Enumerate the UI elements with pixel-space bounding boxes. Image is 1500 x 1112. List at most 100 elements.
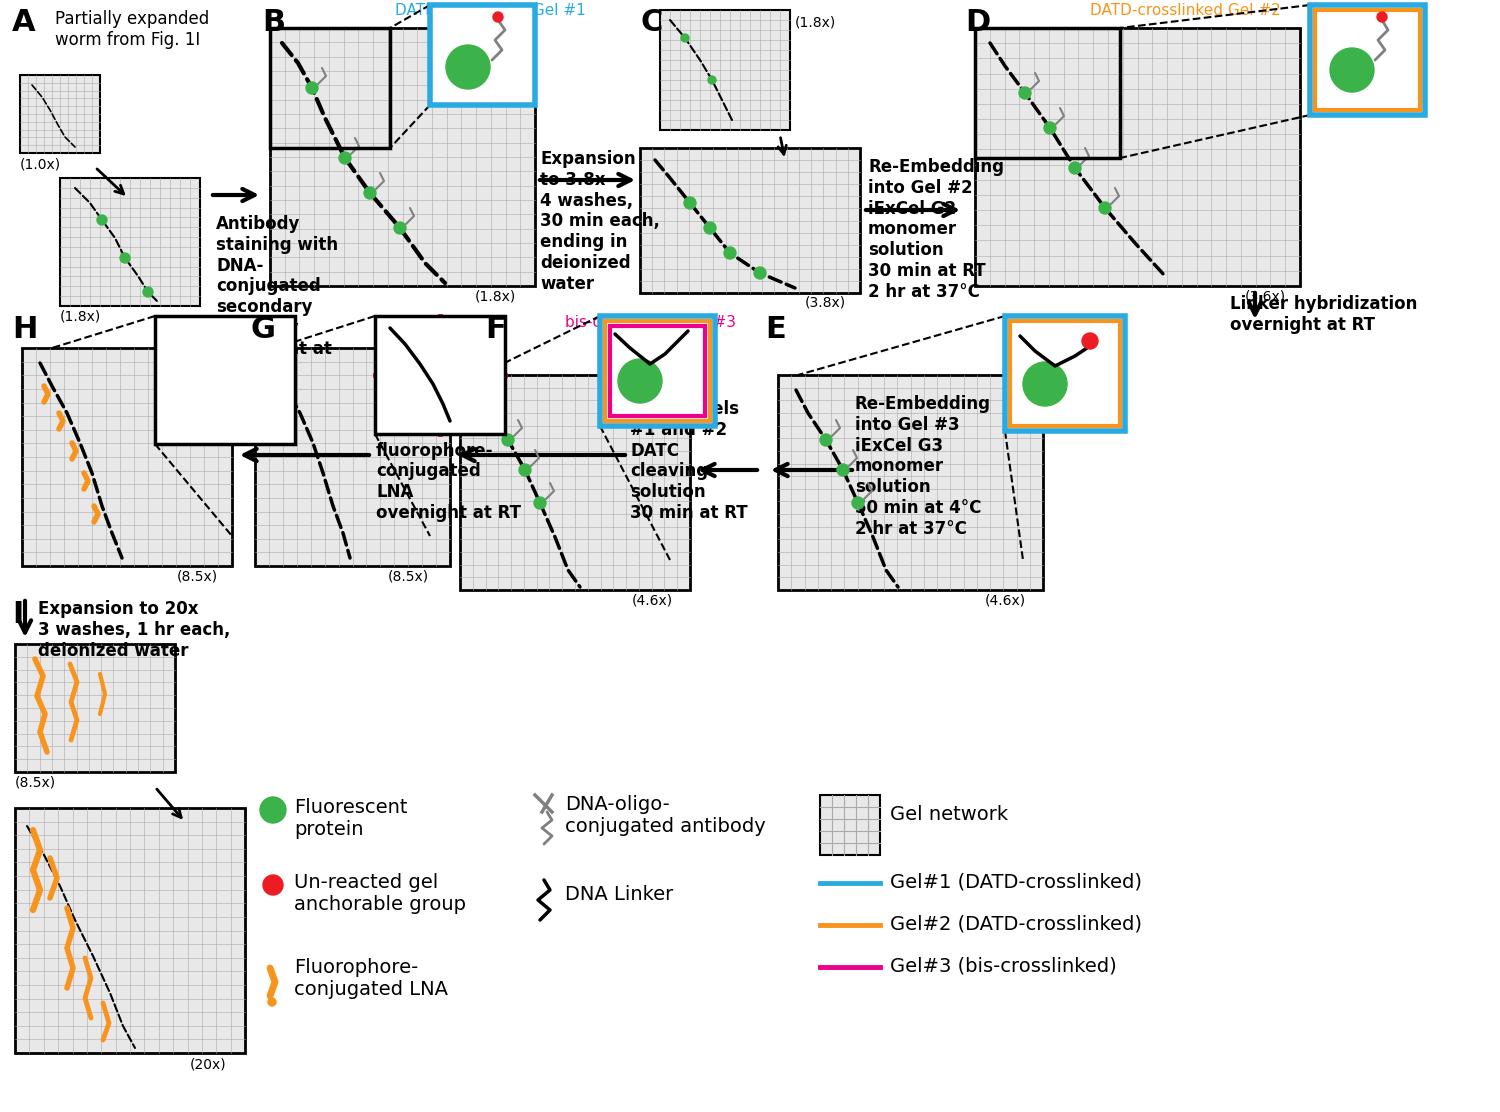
Text: (1.0x): (1.0x) xyxy=(20,157,62,171)
Bar xyxy=(15,644,176,772)
Text: (3.6x): (3.6x) xyxy=(1245,289,1286,302)
Text: (1.8x): (1.8x) xyxy=(476,289,516,302)
Bar xyxy=(1316,10,1420,110)
Bar xyxy=(821,795,880,855)
Text: B: B xyxy=(262,8,285,37)
Circle shape xyxy=(260,797,286,823)
Text: Fluorescent
protein: Fluorescent protein xyxy=(294,798,408,838)
Circle shape xyxy=(1377,12,1388,22)
Text: bis-crosslinked Gel #3: bis-crosslinked Gel #3 xyxy=(566,315,736,330)
Text: Expansion to 20x
3 washes, 1 hr each,
deionized water: Expansion to 20x 3 washes, 1 hr each, de… xyxy=(38,600,231,659)
Circle shape xyxy=(754,267,766,279)
Text: Cleave Gels
#1 and #2
DATC
cleaving
solution
30 min at RT: Cleave Gels #1 and #2 DATC cleaving solu… xyxy=(630,400,747,522)
Text: Gel#1 (DATD-crosslinked): Gel#1 (DATD-crosslinked) xyxy=(890,873,1142,892)
Circle shape xyxy=(394,222,406,234)
Text: Gel#3 (bis-crosslinked): Gel#3 (bis-crosslinked) xyxy=(890,957,1116,976)
Bar xyxy=(154,316,296,444)
Circle shape xyxy=(618,359,662,403)
Circle shape xyxy=(1100,202,1112,214)
Text: Antibody
staining with
DNA-
conjugated
secondary
antibody
overnight at
4°C: Antibody staining with DNA- conjugated s… xyxy=(216,215,338,378)
Text: C: C xyxy=(640,8,663,37)
Circle shape xyxy=(1070,162,1082,173)
Bar xyxy=(600,316,716,426)
Circle shape xyxy=(98,215,106,225)
Bar xyxy=(60,178,200,306)
Bar xyxy=(20,75,101,153)
Text: Gel#2 (DATD-crosslinked): Gel#2 (DATD-crosslinked) xyxy=(890,915,1142,934)
Bar xyxy=(604,321,709,421)
Text: DNA Linker: DNA Linker xyxy=(566,885,674,904)
Circle shape xyxy=(821,434,833,446)
Bar xyxy=(430,4,536,105)
Text: G: G xyxy=(251,315,274,344)
Text: (3.8x): (3.8x) xyxy=(806,296,846,310)
Circle shape xyxy=(519,464,531,476)
Text: F: F xyxy=(484,315,506,344)
Circle shape xyxy=(1019,87,1031,99)
Circle shape xyxy=(704,222,716,234)
Text: (4.6x): (4.6x) xyxy=(632,594,674,608)
Circle shape xyxy=(494,12,502,22)
Circle shape xyxy=(446,44,491,89)
Text: Gel network: Gel network xyxy=(890,805,1008,824)
Circle shape xyxy=(364,187,376,199)
Circle shape xyxy=(708,76,716,85)
Circle shape xyxy=(1044,122,1056,135)
Bar xyxy=(375,316,506,434)
Bar xyxy=(975,28,1300,286)
Text: (8.5x): (8.5x) xyxy=(388,570,429,584)
Text: DNA-oligo-
conjugated antibody: DNA-oligo- conjugated antibody xyxy=(566,795,765,836)
Text: I: I xyxy=(12,600,24,629)
Bar xyxy=(270,28,536,286)
Circle shape xyxy=(681,34,688,42)
Bar xyxy=(640,148,860,292)
Circle shape xyxy=(503,434,515,446)
Bar xyxy=(1010,321,1120,426)
Circle shape xyxy=(142,287,153,297)
Text: Partially expanded
worm from Fig. 1I: Partially expanded worm from Fig. 1I xyxy=(56,10,208,49)
Text: Expansion
to 3.8x
4 washes,
30 min each,
ending in
deionized
water: Expansion to 3.8x 4 washes, 30 min each,… xyxy=(540,150,660,292)
Text: (1.8x): (1.8x) xyxy=(795,14,837,29)
Circle shape xyxy=(1023,363,1066,406)
Bar xyxy=(15,808,244,1053)
Bar xyxy=(1310,4,1425,115)
Text: (20x): (20x) xyxy=(190,1058,226,1071)
Bar xyxy=(660,10,790,130)
Text: DATD-crosslinked Gel #1: DATD-crosslinked Gel #1 xyxy=(394,3,585,18)
Text: D: D xyxy=(964,8,990,37)
Text: Un-reacted gel
anchorable group: Un-reacted gel anchorable group xyxy=(294,873,466,914)
Circle shape xyxy=(306,82,318,95)
Bar xyxy=(778,375,1042,590)
Text: (4.6x): (4.6x) xyxy=(986,594,1026,608)
Circle shape xyxy=(1330,48,1374,92)
Bar xyxy=(270,28,390,148)
Text: (1.8x): (1.8x) xyxy=(60,310,102,324)
Bar xyxy=(460,375,690,590)
Circle shape xyxy=(724,247,736,259)
Bar xyxy=(255,348,450,566)
Circle shape xyxy=(262,875,284,895)
Circle shape xyxy=(534,497,546,509)
Text: DATD-crosslinked Gel #2: DATD-crosslinked Gel #2 xyxy=(1090,3,1281,18)
Text: Linker hybridization
overnight at RT: Linker hybridization overnight at RT xyxy=(1230,295,1418,334)
Circle shape xyxy=(120,254,130,264)
Bar xyxy=(22,348,233,566)
Text: A: A xyxy=(12,8,36,37)
Text: Re-Embedding
into Gel #3
iExCel G3
monomer
solution
50 min at 4°C
2 hr at 37°C: Re-Embedding into Gel #3 iExCel G3 monom… xyxy=(855,395,992,538)
Text: Fluorophore-
conjugated LNA: Fluorophore- conjugated LNA xyxy=(294,959,448,999)
Text: Hybridization
with
fluorophore-
conjugated
LNA
overnight at RT: Hybridization with fluorophore- conjugat… xyxy=(376,400,520,522)
Bar xyxy=(610,326,705,416)
Bar xyxy=(975,28,1120,158)
Circle shape xyxy=(684,197,696,209)
Bar xyxy=(1005,316,1125,431)
Text: (8.5x): (8.5x) xyxy=(15,776,55,790)
Circle shape xyxy=(1082,332,1098,349)
Text: Re-Embedding
into Gel #2
iExCel G2
monomer
solution
30 min at RT
2 hr at 37°C: Re-Embedding into Gel #2 iExCel G2 monom… xyxy=(868,158,1004,301)
Circle shape xyxy=(852,497,864,509)
Text: (8.5x): (8.5x) xyxy=(177,570,218,584)
Circle shape xyxy=(268,997,276,1006)
Text: E: E xyxy=(765,315,786,344)
Circle shape xyxy=(339,152,351,163)
Circle shape xyxy=(837,464,849,476)
Text: H: H xyxy=(12,315,38,344)
